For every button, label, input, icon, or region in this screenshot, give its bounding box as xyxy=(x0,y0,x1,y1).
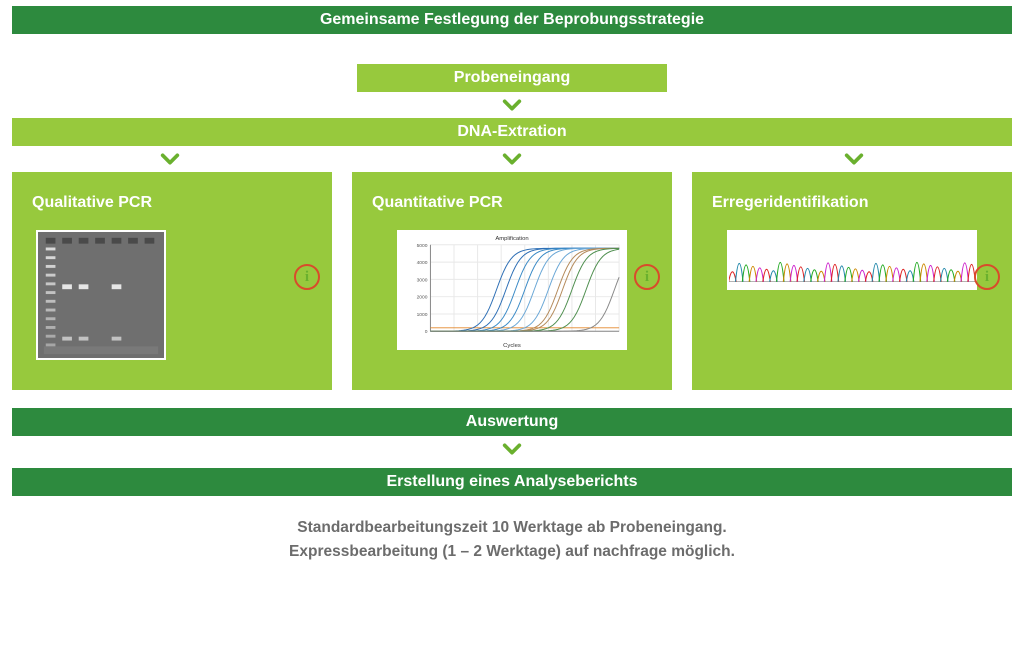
chevron-down-icon xyxy=(501,148,523,170)
info-icon[interactable]: i xyxy=(634,264,660,290)
svg-text:0: 0 xyxy=(425,329,428,335)
svg-text:Amplification: Amplification xyxy=(495,236,528,242)
panel-title: Qualitative PCR xyxy=(26,194,318,212)
panel-qualitative-pcr: Qualitative PCR i xyxy=(12,172,332,390)
extraction-bar: DNA-Extration xyxy=(12,118,1012,146)
method-panels: Qualitative PCR i Quantitative PCR i Amp… xyxy=(12,172,1012,390)
chevron-down-icon xyxy=(843,148,865,170)
svg-text:5000: 5000 xyxy=(417,243,428,249)
panel-title: Erregeridentifikation xyxy=(706,194,998,212)
strategy-bar: Gemeinsame Festlegung der Beprobungsstra… xyxy=(12,6,1012,34)
chevron-row xyxy=(12,146,1012,172)
panel-erregeridentifikation: Erregeridentifikation i xyxy=(692,172,1012,390)
chevron-down-icon xyxy=(159,148,181,170)
chevron-down-icon xyxy=(12,92,1012,118)
footer-note: Standardbearbeitungszeit 10 Werktage ab … xyxy=(12,496,1012,564)
svg-text:1000: 1000 xyxy=(417,312,428,318)
panel-title: Quantitative PCR xyxy=(366,194,658,212)
panel-quantitative-pcr: Quantitative PCR i Amplification Cycles 0 1… xyxy=(352,172,672,390)
report-bar: Erstellung eines Analyseberichts xyxy=(12,468,1012,496)
intake-bar: Probeneingang xyxy=(357,64,667,92)
svg-text:Cycles: Cycles xyxy=(503,343,521,349)
footer-line-2: Expressbearbeitung (1 – 2 Werktage) auf … xyxy=(12,540,1012,564)
svg-text:4000: 4000 xyxy=(417,260,428,266)
amplification-chart: Amplification Cycles 0 1000 2000 3000 4000 5000 xyxy=(397,230,627,350)
gel-image xyxy=(36,230,166,360)
info-icon[interactable]: i xyxy=(974,264,1000,290)
svg-text:3000: 3000 xyxy=(417,277,428,283)
sequencing-chromatogram xyxy=(727,230,977,290)
evaluation-bar: Auswertung xyxy=(12,408,1012,436)
svg-text:2000: 2000 xyxy=(417,295,428,301)
chevron-down-icon xyxy=(12,436,1012,462)
info-icon[interactable]: i xyxy=(294,264,320,290)
footer-line-1: Standardbearbeitungszeit 10 Werktage ab … xyxy=(12,516,1012,540)
